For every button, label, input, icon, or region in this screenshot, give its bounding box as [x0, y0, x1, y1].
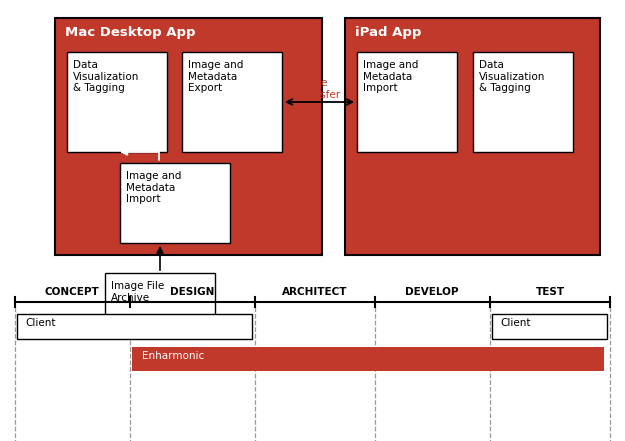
- Text: Image and
Metadata
Import: Image and Metadata Import: [126, 171, 181, 204]
- Text: Image and
Metadata
Import: Image and Metadata Import: [363, 60, 418, 93]
- Bar: [492, 314, 607, 339]
- Text: DEVELOP: DEVELOP: [405, 287, 459, 297]
- Bar: [357, 52, 457, 152]
- Text: CONCEPT: CONCEPT: [44, 287, 99, 297]
- Text: iPad App: iPad App: [355, 26, 421, 39]
- Bar: [105, 273, 215, 328]
- Text: File
Transfer: File Transfer: [298, 78, 340, 100]
- Text: DESIGN: DESIGN: [170, 287, 214, 297]
- Bar: [120, 163, 230, 243]
- Bar: [55, 18, 322, 255]
- Text: Client: Client: [500, 318, 531, 328]
- Text: Data
Visualization
& Tagging: Data Visualization & Tagging: [479, 60, 546, 93]
- Text: Client: Client: [25, 318, 56, 328]
- Text: Mac Desktop App: Mac Desktop App: [65, 26, 196, 39]
- Bar: [182, 52, 282, 152]
- Text: TEST: TEST: [536, 287, 564, 297]
- Bar: [473, 52, 573, 152]
- Text: ARCHITECT: ARCHITECT: [282, 287, 348, 297]
- Bar: [132, 347, 604, 371]
- Text: Image File
Archive: Image File Archive: [111, 281, 164, 303]
- Text: Data
Visualization
& Tagging: Data Visualization & Tagging: [73, 60, 139, 93]
- Bar: [17, 314, 252, 339]
- Text: Enharmonic: Enharmonic: [142, 351, 204, 361]
- Bar: [67, 52, 167, 152]
- Text: Image and
Metadata
Export: Image and Metadata Export: [188, 60, 243, 93]
- Bar: [345, 18, 600, 255]
